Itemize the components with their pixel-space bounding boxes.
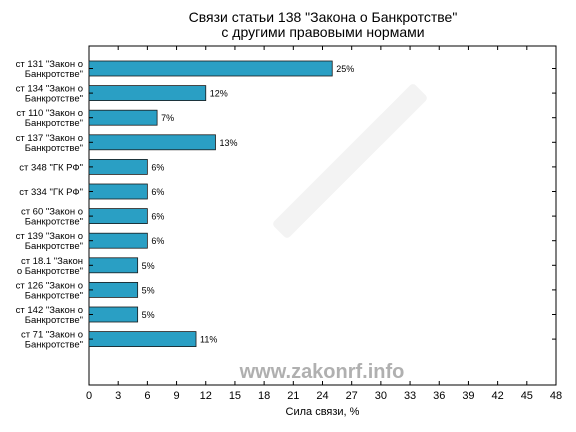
category-label: Банкротстве" [25,315,83,326]
bar-value-label: 6% [151,162,164,172]
bar-value-label: 12% [210,89,228,99]
bar-value-label: 6% [151,236,164,246]
category-label: ст 60 "Закон о [21,207,83,218]
category-label: ст 348 "ГК РФ" [19,162,83,173]
category-label: Банкротстве" [25,340,83,351]
bar [88,60,333,77]
bar-value-label: 25% [336,64,354,74]
category-label: ст 334 "ГК РФ" [19,187,83,198]
x-tick-label: 12 [200,390,212,402]
chart-title-line: Связи статьи 138 "Закона о Банкротстве" [189,9,458,25]
category-label: ст 126 "Закон о [16,280,83,291]
category-label: Банкротстве" [25,217,83,228]
diagonal-watermark [273,84,427,238]
bar [88,306,139,323]
category-label: ст 110 "Закон о [16,108,83,119]
chart-title: Связи статьи 138 "Закона о Банкротстве"с… [189,9,458,40]
x-axis-ticks: 0 3 6 9 12 15 18 21 24 27 30 33 36 39 42 45 48 [86,46,562,402]
x-tick-label: 48 [550,390,562,402]
x-tick-label: 18 [258,390,270,402]
category-label: ст 131 "Закон о [16,59,83,70]
category-label: ст 71 "Закон о [21,330,83,341]
diagonal-watermark-shape [273,84,427,238]
category-label: Банкротстве" [25,94,83,105]
bar [88,281,139,298]
bar-value-label: 5% [142,261,155,271]
bar [88,257,139,274]
x-tick-label: 33 [404,390,416,402]
bar [88,134,216,151]
category-label: ст 134 "Закон о [16,84,83,95]
category-label: ст 18.1 "Закон [21,256,83,267]
category-label: ст 142 "Закон о [16,305,83,316]
x-axis-label: Сила связи, % [286,406,360,418]
bar [88,331,197,348]
bar-value-label: 6% [151,212,164,222]
x-tick-label: 15 [229,390,241,402]
x-tick-label: 30 [375,390,387,402]
x-tick-label: 27 [346,390,358,402]
x-tick-label: 39 [462,390,474,402]
category-label: ст 137 "Закон о [16,133,83,144]
x-tick-label: 36 [433,390,445,402]
category-label: Банкротстве" [25,118,83,129]
bar-value-label: 5% [142,285,155,295]
x-tick-label: 45 [521,390,533,402]
x-tick-label: 9 [174,390,180,402]
bar-value-label: 5% [142,310,155,320]
bar [88,85,207,101]
bar-value-label: 6% [151,187,164,197]
bar [88,158,148,175]
category-label: Банкротстве" [25,290,83,301]
x-tick-label: 24 [316,390,328,402]
category-label: ст 139 "Закон о [16,231,83,242]
chart-title-line: с другими правовыми нормами [221,24,424,40]
bar [88,109,158,126]
watermark-text: www.zakonrf.info [239,361,405,383]
category-label: о Банкротстве" [17,266,83,277]
bar-value-label: 13% [219,138,237,148]
bar-value-label: 7% [161,113,174,123]
bar-value-label: 11% [200,335,217,345]
category-label: Банкротстве" [25,143,83,154]
x-tick-label: 42 [492,390,504,402]
x-tick-label: 6 [144,390,150,402]
bar [88,232,148,249]
bar [88,183,148,200]
category-label: Банкротстве" [25,69,83,80]
x-tick-label: 3 [115,390,121,402]
category-label: Банкротстве" [25,241,83,252]
bars-group: 25% 12% 7% 13% 6% 6% 6% 6% 5% 5% 5% 11% [88,60,354,348]
x-tick-label: 0 [86,390,92,402]
bar [88,208,148,225]
x-tick-label: 21 [287,390,299,402]
